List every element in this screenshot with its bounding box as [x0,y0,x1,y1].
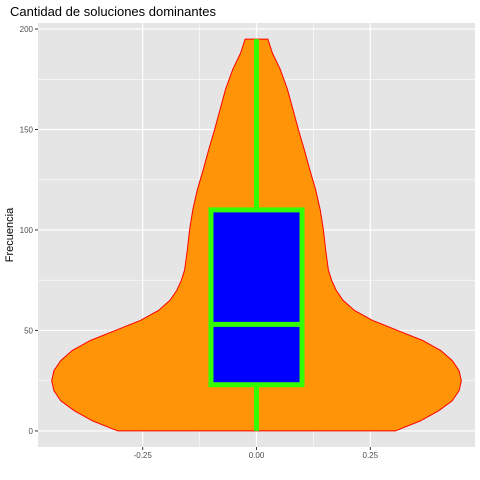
y-tick-label: 150 [20,126,34,135]
x-tick-label: 0.00 [249,451,265,460]
y-axis-title: Frecuencia [4,207,16,262]
x-axis-ticks: -0.25 0.00 0.25 [134,447,379,460]
y-tick-label: 100 [20,226,34,235]
y-tick-label: 50 [24,326,33,335]
x-tick-label: -0.25 [134,451,153,460]
boxplot-box [211,210,302,385]
x-tick-label: 0.25 [363,451,379,460]
y-tick-label: 0 [29,427,34,436]
y-tick-label: 200 [20,25,34,34]
y-axis-ticks: 0 50 100 150 200 [20,25,38,436]
chart-title: Cantidad de soluciones dominantes [10,4,216,19]
